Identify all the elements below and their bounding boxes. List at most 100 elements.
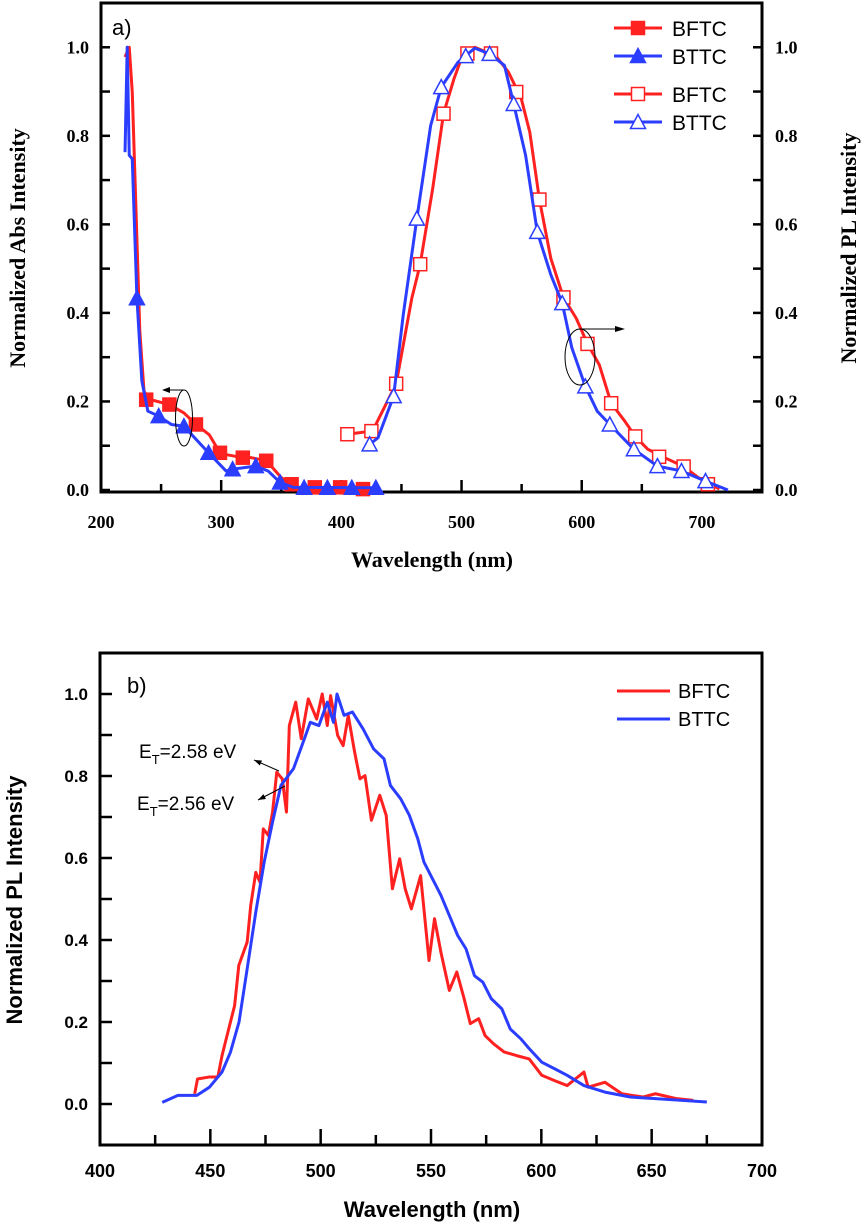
y-tick-label-right: 0.8 xyxy=(775,126,798,146)
data-point-open-square xyxy=(627,429,643,444)
x-tick-label: 450 xyxy=(195,1161,225,1181)
data-point-open-triangle xyxy=(480,44,499,62)
series-bftc-left xyxy=(123,45,378,497)
data-point-open-triangle xyxy=(696,472,715,489)
data-point-filled-square xyxy=(235,450,251,465)
plot-frame xyxy=(99,1,764,494)
series-line-bttc xyxy=(161,692,707,1104)
legend-label: BFTC xyxy=(672,18,727,41)
y-tick-label: 0.6 xyxy=(64,849,88,868)
x-axis-title: Wavelength (nm) xyxy=(344,1197,520,1222)
annotation-main: E xyxy=(137,794,150,815)
data-point-filled-triangle xyxy=(247,457,265,474)
series-bttc-left xyxy=(123,45,385,496)
annotation-rest: =2.58 eV xyxy=(160,742,237,763)
y-axis-title-right: Normalized PL Intensity xyxy=(836,133,861,364)
x-tick-label: 700 xyxy=(688,512,715,532)
annotation-subscript: T xyxy=(150,804,158,819)
data-point-filled-triangle xyxy=(271,473,289,490)
y-tick-label-left: 0.8 xyxy=(67,126,90,146)
data-point-filled-triangle xyxy=(149,406,168,424)
data-point-open-triangle xyxy=(360,435,379,452)
data-point-open-triangle xyxy=(528,222,547,240)
series-line xyxy=(347,45,721,491)
data-point-open-square xyxy=(412,256,428,272)
data-point-open-triangle xyxy=(672,461,691,479)
legend-label: BTTC xyxy=(678,709,730,731)
y-tick-label-left: 0.2 xyxy=(67,391,90,411)
panel-a-chart: 200 300 400 500 600 700 0.0 0.0 0.2 0.2 0.4 0.4 0.6 0… xyxy=(5,1,861,572)
data-point-filled-triangle xyxy=(318,478,337,496)
x-axis-title: Wavelength (nm) xyxy=(351,547,513,572)
legend-item: BFTC xyxy=(617,681,730,703)
series-bftc-right xyxy=(340,45,721,492)
annotation-main: E xyxy=(139,742,152,763)
data-point-open-triangle xyxy=(629,112,647,130)
triplet-energy-annotation: ET=2.56 eV xyxy=(137,794,235,819)
series-bttc-right xyxy=(360,44,729,492)
annotation-arrowhead-icon xyxy=(254,760,262,766)
legend-item: BFTC xyxy=(614,84,727,107)
data-point-open-square xyxy=(630,86,646,102)
data-point-open-triangle xyxy=(384,387,403,404)
data-point-open-triangle xyxy=(553,294,572,311)
arrow-right-icon xyxy=(615,326,625,332)
legend: BFTC BTTC BFTC BTTC xyxy=(614,18,727,135)
series-line xyxy=(123,45,378,490)
data-point-open-square xyxy=(580,336,595,352)
legend-label: BFTC xyxy=(672,84,727,107)
data-point-open-triangle xyxy=(408,209,426,226)
y-tick-label-left: 0.6 xyxy=(67,214,90,234)
data-point-filled-triangle xyxy=(367,478,385,496)
legend-item: BTTC xyxy=(617,709,730,731)
data-point-open-triangle xyxy=(576,377,595,394)
x-tick-label: 500 xyxy=(306,1161,336,1181)
panel-b-chart: 400 450 500 550 600 650 700 0.0 0.2 0.4 0.6 0.8 1.0 W… xyxy=(2,651,777,1222)
y-tick-label: 0.8 xyxy=(64,767,88,786)
y-tick-label-left: 0.0 xyxy=(67,480,90,500)
legend-item: BFTC xyxy=(614,18,727,41)
panel-label: a) xyxy=(112,15,132,40)
legend-item: BTTC xyxy=(614,112,727,135)
data-point-filled-triangle xyxy=(128,289,146,306)
y-tick-label: 1.0 xyxy=(64,685,88,704)
series-line xyxy=(368,46,729,492)
plot-frame xyxy=(98,651,764,1147)
legend: BFTC BTTC xyxy=(617,681,730,731)
data-point-filled-square xyxy=(630,20,646,36)
y-tick-label-right: 0.4 xyxy=(775,303,798,323)
legend-label: BTTC xyxy=(672,46,727,69)
series-line-bftc xyxy=(193,692,694,1102)
annotation-rest: =2.56 eV xyxy=(158,794,235,815)
data-point-open-triangle xyxy=(648,457,667,474)
y-tick-label: 0.2 xyxy=(64,1013,88,1032)
data-point-open-square xyxy=(364,423,379,439)
y-tick-label: 0.4 xyxy=(64,931,88,950)
x-tick-label: 500 xyxy=(448,512,475,532)
data-point-filled-triangle xyxy=(223,460,242,477)
axis-indicator-ellipse-right xyxy=(564,328,596,386)
y-tick-label-left: 0.4 xyxy=(67,303,90,323)
x-tick-label: 200 xyxy=(88,512,115,532)
data-point-open-triangle xyxy=(432,78,450,95)
y-tick-label-left: 1.0 xyxy=(67,37,90,57)
x-tick-label: 700 xyxy=(747,1161,777,1181)
annotation-arrowhead-icon xyxy=(258,794,266,800)
x-tick-label: 650 xyxy=(637,1161,667,1181)
y-tick-label: 0.0 xyxy=(64,1095,88,1114)
data-point-open-square xyxy=(603,395,619,411)
x-tick-label: 550 xyxy=(416,1161,446,1181)
legend-label: BTTC xyxy=(672,112,727,135)
data-point-filled-triangle xyxy=(295,478,313,496)
x-tick-label: 400 xyxy=(328,512,355,532)
data-point-filled-triangle xyxy=(629,46,647,64)
x-tick-label: 600 xyxy=(526,1161,556,1181)
x-tick-label: 400 xyxy=(85,1161,115,1181)
y-axis-title-left: Normalized Abs Intensity xyxy=(5,128,30,368)
annotation-subscript: T xyxy=(152,752,160,767)
data-point-filled-triangle xyxy=(175,417,193,434)
data-point-open-square xyxy=(532,192,547,207)
data-point-filled-triangle xyxy=(199,443,218,461)
legend-label: BFTC xyxy=(678,681,730,703)
